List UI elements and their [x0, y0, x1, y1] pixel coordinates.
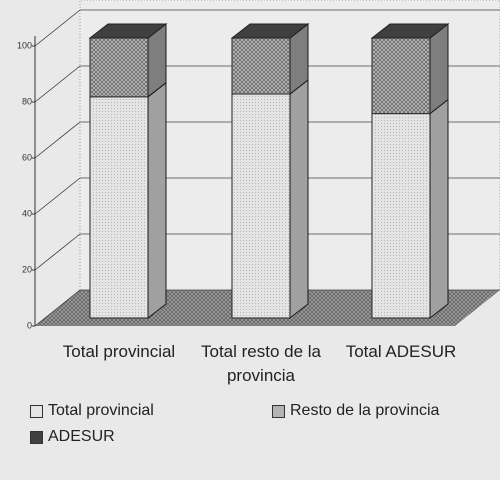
y-tick-label: 20 [22, 264, 32, 274]
y-tick-label: 100 [17, 40, 32, 50]
legend-item: Resto de la provincia [272, 402, 439, 420]
y-tick-label: 40 [22, 208, 32, 218]
grid-line [34, 177, 81, 215]
bar-segment [231, 93, 291, 319]
x-tick-label: Total resto de la provincia [200, 342, 321, 385]
legend-label: Resto de la provincia [290, 402, 440, 419]
bar-side [289, 78, 309, 320]
y-tick-label: 60 [22, 152, 32, 162]
bar-side [429, 22, 449, 115]
bar-top [88, 23, 168, 39]
x-tick-label: Total provincial [62, 342, 176, 361]
grid-line [34, 233, 81, 271]
bar-segment [371, 37, 431, 115]
bar-segment [89, 37, 149, 98]
grid-line [34, 289, 81, 327]
grid-line [34, 65, 81, 103]
grid-line [34, 9, 81, 47]
grid-line [34, 121, 81, 159]
bar-segment [231, 37, 291, 95]
bar-top [230, 23, 310, 39]
bar-top [370, 23, 450, 39]
legend-label: ADESUR [48, 428, 115, 445]
y-tick-label: 80 [22, 96, 32, 106]
legend-swatch [30, 404, 43, 418]
legend-swatch [30, 430, 43, 444]
y-tick-label: 0 [27, 320, 32, 330]
legend-label: Total provincial [48, 402, 154, 419]
bar-side [429, 98, 449, 320]
bar-side [147, 81, 167, 320]
bar-segment [89, 96, 149, 319]
legend-item: ADESUR [30, 428, 115, 446]
legend-swatch [272, 404, 285, 418]
legend-item: Total provincial [30, 402, 154, 420]
x-tick-label: Total ADESUR [345, 342, 457, 361]
bar-segment [371, 113, 431, 319]
